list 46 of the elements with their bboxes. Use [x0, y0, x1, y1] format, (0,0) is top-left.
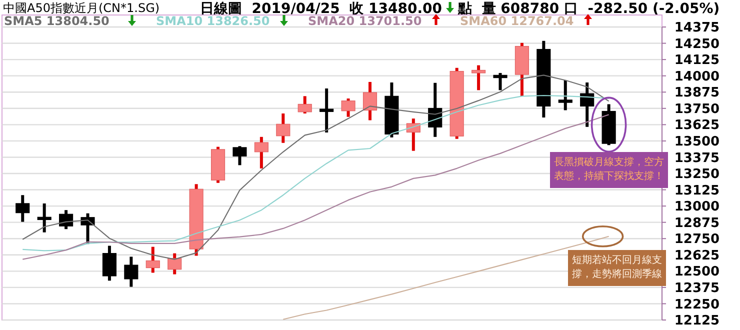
candlestick	[232, 146, 247, 166]
y-tick-label: 12500	[674, 264, 720, 280]
candlestick	[102, 246, 116, 281]
y-tick-label: 13250	[674, 167, 720, 182]
y-tick-label: 13375	[674, 150, 720, 166]
y-tick-label: 14000	[674, 69, 720, 84]
y-tick-label: 12625	[674, 248, 720, 264]
candlestick	[298, 96, 312, 114]
candlestick	[558, 80, 572, 110]
y-tick-label: 13625	[674, 118, 720, 134]
candlestick	[146, 246, 160, 273]
annotation: 長黑摜破月線支撐，空方表態，持續下探找支撐！	[554, 156, 664, 182]
y-tick-label: 12375	[674, 280, 720, 296]
y-tick-label: 13500	[674, 134, 720, 150]
candlestick	[472, 65, 486, 90]
y-tick-label: 13750	[674, 102, 720, 117]
y-tick-label: 14250	[674, 36, 720, 52]
candlestick	[493, 72, 508, 90]
y-tick-label: 14375	[674, 20, 720, 36]
candlestick	[59, 210, 74, 230]
y-tick-label: 12250	[674, 297, 720, 312]
chart-title: 中國A50指數近月(CN*1.SG)	[3, 1, 160, 15]
annotation: 短期若站不回月線支撐，走勢將回測季線	[572, 254, 662, 280]
candlestick	[254, 136, 268, 168]
text: SMA5 13804.50	[4, 14, 110, 28]
candlestick	[580, 82, 594, 127]
y-tick-label: 13125	[674, 183, 720, 198]
y-tick-label: 12875	[674, 216, 720, 231]
y-tick-label: 13000	[674, 200, 720, 215]
y-tick-label: 12750	[674, 232, 720, 248]
candlestick	[168, 253, 182, 274]
candlestick	[16, 195, 30, 222]
text: 點 量 608780 口 -282.50 (-2.05%)	[457, 1, 720, 17]
y-tick-label: 12125	[674, 314, 720, 329]
y-tick-label: 13875	[674, 86, 720, 101]
text: SMA20 13701.50	[308, 14, 422, 28]
candlestick	[37, 203, 52, 232]
candlestick	[362, 82, 378, 120]
candlestick	[320, 88, 334, 132]
chart-subtitle: 日線圖 2019/04/25 收 13480.00	[200, 1, 442, 17]
candlestick	[124, 256, 138, 287]
candlestick	[341, 98, 356, 117]
candlestick	[276, 113, 290, 143]
y-tick-label: 14125	[674, 53, 720, 68]
text: SMA10 13826.50	[156, 14, 270, 28]
text: SMA60 12767.04	[460, 14, 574, 28]
